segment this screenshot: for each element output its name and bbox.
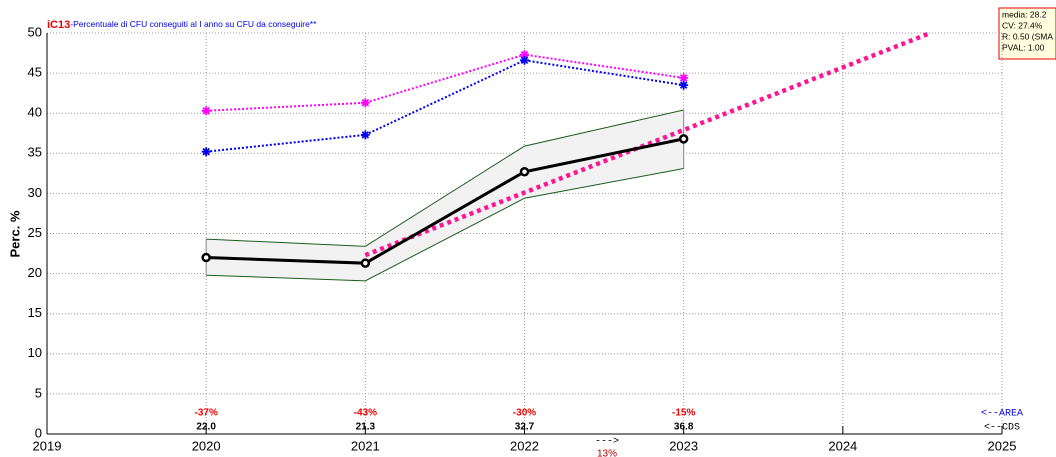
stats-line: R: 0.50 (SMA [1002, 31, 1053, 41]
band-upper [206, 109, 684, 247]
marker [201, 106, 211, 116]
series-line [206, 137, 684, 265]
marker [519, 166, 530, 177]
annotation: 13% [597, 449, 617, 457]
x-tick-label: 2020 [192, 438, 221, 453]
stats-line: media: 28.2 [1002, 9, 1047, 19]
marker [360, 258, 371, 268]
trend-line [364, 30, 932, 258]
x-tick-label: 2025 [988, 438, 1017, 453]
marker [678, 134, 689, 144]
change-label: -30% [513, 408, 536, 419]
value-label: 21.3 [356, 422, 376, 433]
series-line [206, 59, 684, 153]
series-line [206, 53, 684, 112]
y-tick-label: 25 [28, 225, 42, 240]
change-label: -15% [672, 408, 695, 419]
band-area [206, 109, 684, 281]
marker [360, 98, 370, 108]
x-tick-label: 2022 [510, 438, 539, 453]
title-code: iC13 [47, 19, 70, 31]
y-axis-label: Perc. % [7, 210, 22, 257]
change-label: -37% [194, 408, 217, 419]
y-tick-label: 15 [28, 305, 42, 320]
x-tick-label: 2023 [669, 438, 698, 453]
marker [679, 80, 689, 90]
x-tick-label: 2024 [828, 438, 857, 453]
y-tick-label: 10 [28, 345, 42, 360]
annotation: ---> [595, 437, 619, 448]
marker [679, 73, 689, 83]
value-label: 36.8 [674, 422, 694, 433]
marker [520, 50, 529, 60]
y-tick-label: 20 [28, 265, 42, 280]
value-label: 22.0 [196, 422, 216, 433]
band-lower [206, 168, 684, 282]
chart-title: iC13-Percentuale di CFU conseguiti al I … [47, 19, 317, 31]
change-label: -43% [354, 408, 377, 419]
y-tick-label: 30 [28, 185, 42, 200]
stats-line: PVAL: 1.00 [1002, 42, 1045, 52]
marker [360, 130, 370, 140]
x-tick-label: 2021 [351, 438, 380, 453]
y-tick-label: 50 [28, 24, 42, 39]
y-tick-label: 5 [35, 385, 42, 400]
value-label: 32.7 [515, 422, 535, 433]
annotation: <--CDS [984, 423, 1020, 434]
y-tick-label: 35 [28, 145, 42, 160]
y-tick-label: 45 [28, 65, 42, 80]
annotation: <--AREA [981, 409, 1023, 420]
marker [201, 147, 211, 157]
marker [520, 55, 529, 65]
y-tick-label: 0 [35, 425, 42, 440]
y-tick-label: 40 [28, 105, 42, 120]
marker [201, 252, 211, 263]
stats-line: CV: 27.4% [1002, 20, 1043, 30]
x-tick-label: 2019 [33, 438, 62, 453]
title-text: -Percentuale di CFU conseguiti al I anno… [70, 19, 317, 29]
